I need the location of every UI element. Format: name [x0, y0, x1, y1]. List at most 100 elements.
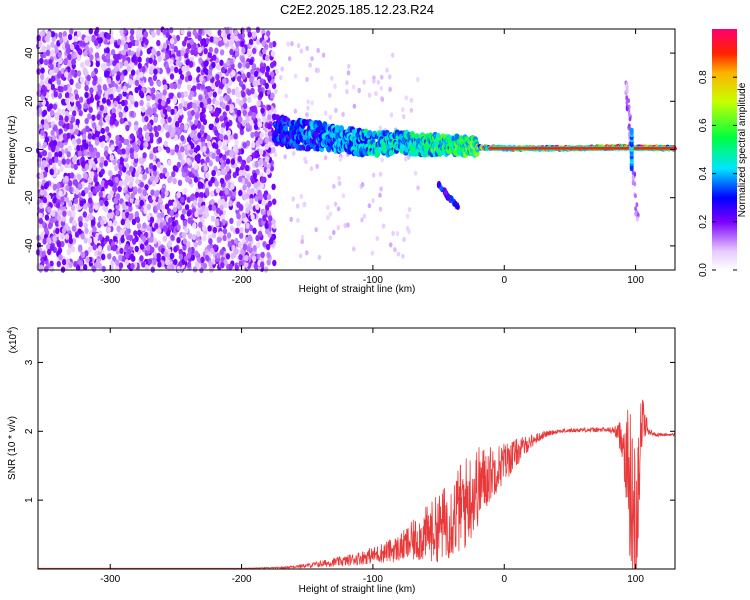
spectrogram-noise-cell — [197, 122, 202, 129]
spectrogram-noise-cell — [223, 139, 228, 146]
snr-y-tick-label: 2 — [24, 428, 35, 434]
spectrogram-noise-cell — [199, 75, 204, 82]
spectrogram-noise-cell — [244, 192, 250, 200]
spectrogram-noise-cell — [118, 164, 123, 171]
spectrogram-noise-cell — [207, 140, 212, 148]
spectrogram-noise-cell — [99, 161, 104, 169]
spectrogram-noise-cell — [221, 102, 226, 110]
spectrogram-noise-cell — [74, 231, 80, 238]
spectrogram-noise-cell — [76, 70, 82, 77]
spectrogram-noise-cell — [128, 182, 133, 189]
spectrogram-faint-cell — [296, 217, 300, 223]
spectrogram-noise-cell — [193, 176, 199, 183]
spectrogram-noise-cell — [242, 142, 247, 149]
spectrogram-noise-cell — [103, 205, 109, 213]
snr-x-tick-label: 100 — [627, 574, 644, 585]
spectrogram-faint-cell — [299, 193, 304, 199]
spectrogram-noise-cell — [122, 90, 127, 97]
spectrogram-noise-cell — [77, 174, 82, 181]
spectrogram-noise-cell — [211, 152, 216, 160]
spectrogram-noise-cell — [183, 90, 188, 98]
spectrogram-noise-cell — [83, 172, 88, 179]
spectrogram-noise-cell — [94, 130, 100, 138]
spectrogram-noise-cell — [56, 182, 61, 190]
spectrogram-noise-cell — [117, 38, 122, 46]
spectrogram-faint-cell — [341, 193, 346, 199]
spectrogram-noise-cell — [41, 45, 46, 52]
spectrogram-noise-cell — [146, 203, 152, 211]
spectrogram-noise-cell — [247, 155, 252, 162]
spectrogram-noise-cell — [247, 96, 252, 104]
spectrogram-noise-cell — [258, 192, 263, 199]
spectrogram-noise-cell — [146, 95, 151, 102]
spectrogram-noise-cell — [133, 230, 138, 237]
spectrogram-noise-cell — [236, 220, 241, 227]
spectrogram-noise-cell — [98, 191, 104, 198]
spectrogram-noise-cell — [145, 224, 151, 232]
spectrogram-noise-cell — [56, 241, 62, 248]
spectrogram-noise-cell — [265, 228, 270, 235]
snr-series-line — [38, 399, 676, 570]
spectrogram-noise-cell — [86, 74, 91, 82]
spectrogram-faint-cell — [300, 238, 305, 245]
spectrogram-faint-cell — [409, 97, 414, 103]
spectrogram-noise-cell — [205, 190, 210, 197]
spectrogram-faint-cell — [405, 225, 410, 232]
spectrogram-noise-cell — [133, 152, 139, 159]
snr-scale-prefix: (x10 — [8, 333, 19, 353]
spectrogram-noise-cell — [172, 97, 178, 105]
spectrogram-noise-cell — [146, 244, 151, 251]
spectrogram-y-tick-label: 40 — [24, 47, 35, 59]
spectrogram-noise-cell — [84, 187, 89, 194]
spectrogram-faint-cell — [290, 41, 294, 47]
spectrogram-noise-cell — [131, 255, 136, 262]
spectrogram-noise-cell — [129, 63, 135, 70]
spectrogram-noise-cell — [272, 40, 277, 48]
spectrogram-noise-cell — [66, 103, 72, 111]
spectrogram-noise-cell — [60, 240, 65, 248]
spectrogram-noise-cell — [180, 124, 185, 131]
spectrogram-noise-cell — [182, 220, 188, 227]
spectrogram-noise-cell — [198, 28, 203, 35]
spectrogram-y-tick-label: 0 — [24, 146, 35, 152]
spectrogram-noise-cell — [83, 50, 88, 57]
spectrogram-noise-cell — [117, 232, 122, 239]
spectrogram-noise-cell — [205, 37, 210, 45]
spectrogram-noise-cell — [136, 222, 142, 230]
spectrogram-noise-cell — [246, 89, 252, 96]
spectrogram-noise-cell — [111, 107, 117, 115]
spectrogram-faint-cell — [302, 202, 306, 208]
spectrogram-noise-cell — [260, 66, 265, 74]
spectrogram-noise-cell — [153, 190, 159, 198]
spectrogram-noise-cell — [137, 187, 142, 194]
spectrogram-noise-cell — [130, 110, 135, 118]
spectrogram-faint-cell — [298, 253, 303, 259]
spectrogram-noise-cell — [64, 196, 70, 203]
spectrogram-noise-cell — [247, 110, 253, 117]
spectrogram-noise-cell — [101, 97, 107, 104]
spectrogram-faint-cell — [303, 156, 307, 162]
spectrogram-faint-cell — [367, 92, 372, 98]
spectrogram-spike-cell — [634, 211, 638, 217]
spectrogram-faint-cell — [371, 198, 375, 204]
spectrogram-noise-cell — [78, 96, 84, 103]
spectrogram-noise-cell — [213, 110, 219, 118]
spectrogram-noise-cell — [72, 219, 77, 226]
spectrogram-noise-cell — [266, 168, 271, 175]
spectrogram-noise-cell — [88, 47, 94, 54]
spectrogram-signal-cell — [315, 145, 321, 152]
spectrogram-noise-cell — [50, 146, 56, 153]
spectrogram-faint-cell — [310, 100, 314, 106]
spectrogram-noise-cell — [180, 91, 185, 99]
spectrogram-noise-cell — [257, 230, 263, 238]
spectrogram-noise-cell — [267, 140, 273, 148]
spectrogram-noise-cell — [222, 234, 227, 242]
spectrogram-noise-cell — [207, 225, 212, 232]
spectrogram-noise-cell — [265, 243, 271, 251]
spectrogram-noise-cell — [105, 235, 110, 242]
spectrogram-noise-cell — [180, 196, 185, 203]
spectrogram-noise-cell — [75, 82, 80, 89]
spectrogram-noise-cell — [181, 208, 187, 215]
spectrogram-noise-cell — [249, 76, 254, 83]
